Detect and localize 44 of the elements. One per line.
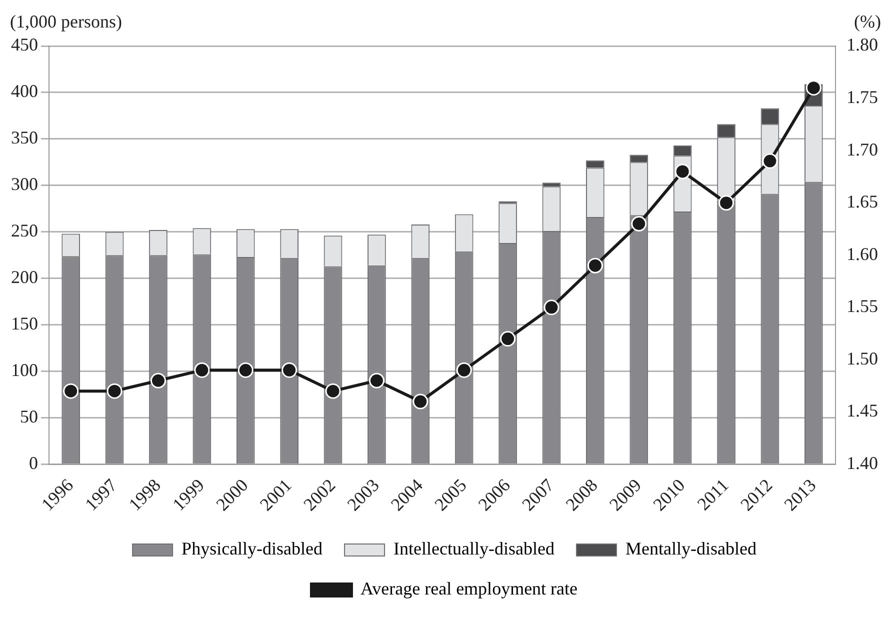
y2-tick-label: 1.45 <box>846 400 878 421</box>
y-tick-label: 50 <box>20 406 38 427</box>
point <box>150 372 166 388</box>
y-axis-title: (1,000 persons) <box>10 12 122 32</box>
point <box>762 153 778 169</box>
y-tick-label: 0 <box>29 453 38 474</box>
point <box>325 383 341 399</box>
y2-axis-title: (%) <box>854 12 882 32</box>
y-tick-label: 150 <box>11 314 38 334</box>
point <box>368 372 384 388</box>
y-tick-label: 400 <box>11 81 38 102</box>
y-tick-label: 450 <box>11 34 38 55</box>
y2-tick-label: 1.70 <box>846 139 878 160</box>
point <box>282 362 298 378</box>
point <box>238 362 254 378</box>
y-tick-label: 250 <box>11 220 38 241</box>
x-tick-label: 2011 <box>693 474 732 514</box>
point <box>412 394 428 410</box>
legend-label: Average real employment rate <box>360 578 578 599</box>
point <box>106 383 122 399</box>
point <box>544 300 560 316</box>
point <box>674 164 690 180</box>
point <box>194 362 210 378</box>
legend-label: Intellectually-disabled <box>394 538 554 559</box>
legend-label: Physically-disabled <box>182 538 323 559</box>
y2-tick-label: 1.75 <box>846 87 878 108</box>
point <box>500 331 516 347</box>
y2-tick-label: 1.55 <box>846 296 878 316</box>
y2-tick-label: 1.40 <box>846 453 878 474</box>
point <box>631 216 647 232</box>
point <box>63 383 79 399</box>
y-tick-label: 200 <box>11 267 38 288</box>
x-tick-label: 1999 <box>168 474 208 515</box>
y2-tick-label: 1.60 <box>846 244 878 264</box>
point <box>718 195 734 211</box>
y-tick-label: 300 <box>11 174 38 194</box>
point <box>587 258 603 274</box>
y-tick-label: 350 <box>11 128 38 148</box>
legend-label: Mentally-disabled <box>625 538 756 559</box>
y-tick-label: 100 <box>11 360 38 380</box>
point <box>456 362 472 378</box>
y2-tick-label: 1.65 <box>846 192 878 212</box>
y2-tick-label: 1.80 <box>846 34 878 55</box>
y2-tick-label: 1.50 <box>846 348 878 368</box>
